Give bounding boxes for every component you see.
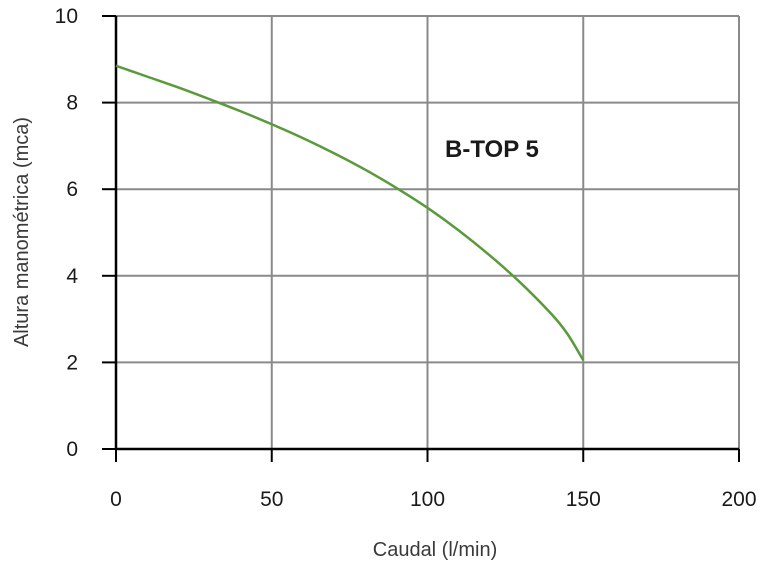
axes bbox=[102, 15, 740, 462]
y-tick-label-0: 0 bbox=[66, 438, 78, 461]
x-tick-label-50: 50 bbox=[260, 488, 283, 511]
grid bbox=[116, 15, 740, 449]
series-line-0 bbox=[115, 64, 585, 361]
x-tick-label-200: 200 bbox=[721, 488, 756, 511]
y-tick-label-2: 2 bbox=[66, 351, 78, 374]
x-tick-label-0: 0 bbox=[110, 488, 122, 511]
y-tick-label-6: 6 bbox=[66, 178, 78, 201]
y-tick-label-8: 8 bbox=[66, 92, 78, 115]
chart-annotation: B-TOP 5 bbox=[445, 136, 539, 163]
y-axis-title: Altura manométrica (mca) bbox=[11, 117, 33, 347]
y-tick-label-4: 4 bbox=[66, 265, 78, 288]
y-tick-label-10: 10 bbox=[55, 5, 78, 28]
series bbox=[115, 64, 585, 361]
x-axis-title: Caudal (l/min) bbox=[373, 539, 497, 561]
x-tick-label-150: 150 bbox=[566, 488, 601, 511]
x-tick-label-100: 100 bbox=[410, 488, 445, 511]
